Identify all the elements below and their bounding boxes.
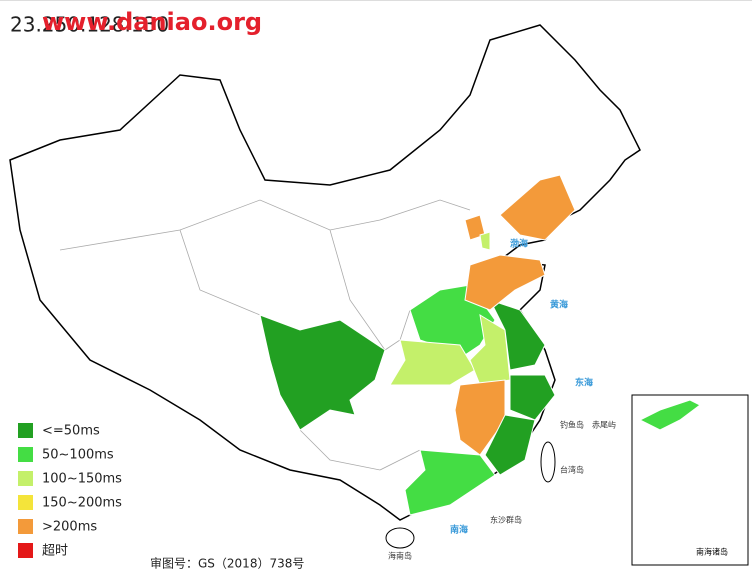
region: [484, 414, 536, 476]
legend-label: 50~100ms: [42, 448, 114, 463]
legend-swatch: [18, 495, 33, 510]
island-label: 赤尾屿: [592, 421, 616, 430]
island-label: 台湾岛: [560, 465, 584, 475]
region: [464, 254, 546, 311]
province-borders: [59, 199, 471, 471]
provinces: [259, 174, 576, 516]
hainan-island: [385, 527, 415, 549]
legend-label: 150~200ms: [42, 496, 122, 511]
legend: <=50ms 50~100ms 100~150ms 150~200ms >200ms 超时: [18, 423, 122, 559]
sea-label: 南海: [450, 524, 468, 536]
legend-swatch: [18, 447, 33, 462]
island-label: 海南岛: [388, 551, 412, 561]
legend-label: <=50ms: [42, 424, 100, 439]
region: [499, 174, 576, 241]
taiwan-island: [540, 441, 556, 483]
sea-label: 黄海: [550, 299, 568, 311]
title: 23.250.128.130: [10, 13, 169, 37]
island-label: 东沙群岛: [490, 515, 522, 525]
watermark: www.daniao.org: [42, 8, 262, 36]
region: [638, 399, 701, 431]
region: [404, 449, 496, 516]
footer: 审图号：GS（2018）738号: [150, 556, 304, 571]
sea-label: 渤海: [510, 238, 528, 250]
legend-label: 100~150ms: [42, 472, 122, 487]
legend-swatch: [18, 519, 33, 534]
legend-label: >200ms: [42, 520, 97, 535]
region: [389, 339, 476, 386]
region: [489, 299, 546, 371]
legend-swatch: [18, 543, 33, 558]
region: [509, 374, 556, 421]
legend-label: 超时: [42, 544, 68, 559]
legend-swatch: [18, 471, 33, 486]
sea-label: 东海: [575, 377, 593, 389]
inset-label: 南海诸岛: [696, 547, 728, 557]
region: [259, 314, 386, 431]
island-label: 钓鱼岛: [560, 420, 584, 430]
region: [479, 231, 491, 251]
legend-swatch: [18, 423, 33, 438]
